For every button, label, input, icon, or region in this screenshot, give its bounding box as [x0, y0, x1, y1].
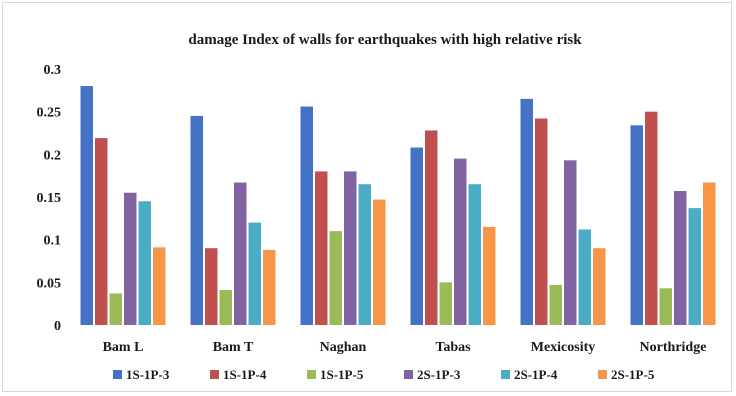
- legend-label: 1S-1P-3: [126, 367, 170, 382]
- bar-2S-1P-5-Tabas: [483, 226, 496, 325]
- bar-1S-1P-4-Northridge: [645, 111, 658, 326]
- bar-1S-1P-4-Mexicosity: [535, 118, 548, 325]
- bar-1S-1P-3-Mexicosity: [520, 98, 533, 325]
- legend-label: 1S-1P-4: [223, 367, 267, 382]
- y-tick-label: 0.05: [37, 276, 62, 291]
- bar-1S-1P-4-Bam-L: [95, 138, 108, 325]
- bar-2S-1P-5-Bam-L: [153, 247, 166, 325]
- chart-title: damage Index of walls for earthquakes wi…: [188, 32, 582, 48]
- bar-2S-1P-4-Bam-T: [248, 222, 261, 325]
- bar-2S-1P-5-Naghan: [373, 199, 386, 325]
- y-tick-label: 0.25: [37, 106, 62, 121]
- x-axis-categories: Bam L Bam T Naghan Tabas Mexicosity Northridg…: [103, 340, 707, 355]
- y-tick-label: 0.3: [44, 63, 62, 78]
- bar-1S-1P-3-Tabas: [410, 147, 423, 325]
- bar-2S-1P-4-Mexicosity: [578, 229, 591, 325]
- x-category-label: Naghan: [320, 340, 367, 355]
- bar-1S-1P-5-Mexicosity: [549, 284, 562, 325]
- bar-1S-1P-5-Northridge: [659, 288, 672, 325]
- bar-1S-1P-5-Tabas: [439, 282, 452, 325]
- bar-2S-1P-3-Naghan: [344, 171, 357, 325]
- x-category-label: Bam T: [213, 340, 254, 355]
- bar-2S-1P-3-Tabas: [454, 158, 467, 325]
- bars: [80, 86, 716, 326]
- bar-1S-1P-3-Northridge: [630, 125, 643, 325]
- legend-swatch: [404, 370, 413, 379]
- chart-frame: damage Index of walls for earthquakes wi…: [2, 2, 732, 392]
- bar-1S-1P-4-Naghan: [315, 171, 328, 325]
- legend-swatch: [210, 370, 219, 379]
- legend-label: 2S-1P-5: [611, 367, 655, 382]
- y-tick-label: 0: [54, 319, 61, 334]
- bar-2S-1P-5-Mexicosity: [593, 248, 606, 325]
- bar-1S-1P-3-Bam-T: [190, 115, 203, 325]
- y-tick-label: 0.15: [37, 191, 62, 206]
- bar-2S-1P-4-Tabas: [468, 184, 481, 325]
- bar-2S-1P-4-Bam-L: [138, 201, 151, 325]
- x-category-label: Mexicosity: [531, 340, 596, 355]
- legend-label: 1S-1P-5: [320, 367, 364, 382]
- x-category-label: Northridge: [640, 340, 707, 355]
- bar-1S-1P-3-Bam-L: [80, 86, 93, 325]
- legend: 1S-1P-3 1S-1P-4 1S-1P-5 2S-1P-3 2S-1P-4 2S-1P…: [113, 367, 655, 382]
- legend-swatch: [113, 370, 122, 379]
- bar-2S-1P-3-Mexicosity: [564, 160, 577, 325]
- bar-2S-1P-4-Naghan: [358, 184, 371, 325]
- bar-1S-1P-5-Naghan: [329, 231, 342, 325]
- legend-swatch: [307, 370, 316, 379]
- bar-1S-1P-4-Tabas: [425, 130, 438, 325]
- bar-2S-1P-4-Northridge: [688, 208, 701, 325]
- y-axis-ticks: 0 0.05 0.1 0.15 0.2 0.25 0.3: [37, 63, 62, 334]
- bar-2S-1P-3-Bam-T: [234, 182, 247, 325]
- legend-swatch: [501, 370, 510, 379]
- legend-label: 2S-1P-4: [514, 367, 558, 382]
- bar-chart: damage Index of walls for earthquakes wi…: [37, 32, 716, 382]
- bar-2S-1P-5-Northridge: [703, 182, 716, 325]
- bar-2S-1P-3-Bam-L: [124, 192, 137, 325]
- bar-1S-1P-5-Bam-T: [219, 290, 232, 325]
- bar-1S-1P-4-Bam-T: [205, 248, 218, 325]
- bar-2S-1P-5-Bam-T: [263, 249, 276, 325]
- x-category-label: Bam L: [103, 340, 144, 355]
- bar-2S-1P-3-Northridge: [674, 191, 687, 325]
- y-tick-label: 0.1: [44, 234, 62, 249]
- bar-1S-1P-5-Bam-L: [109, 293, 122, 325]
- y-tick-label: 0.2: [44, 148, 62, 163]
- bar-1S-1P-3-Naghan: [300, 106, 313, 326]
- legend-swatch: [598, 370, 607, 379]
- x-category-label: Tabas: [435, 340, 471, 355]
- legend-label: 2S-1P-3: [417, 367, 461, 382]
